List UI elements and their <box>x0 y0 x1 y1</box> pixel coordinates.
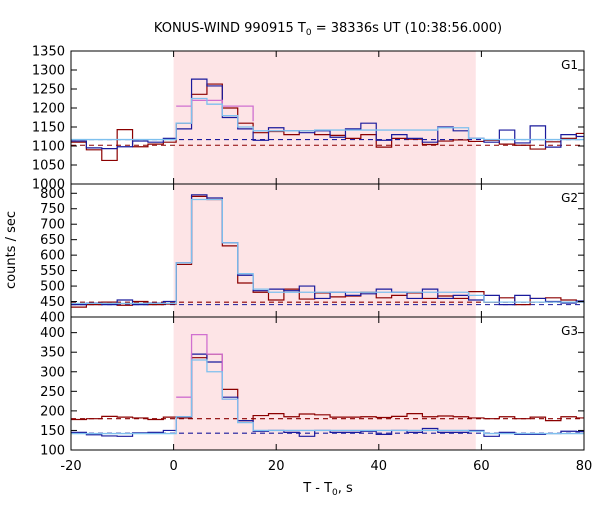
y-tick-label: 800 <box>40 187 65 202</box>
y-tick-label: 1000 <box>32 178 65 193</box>
x-axis-label: T - T0, s <box>302 481 353 498</box>
panel-frame <box>70 316 585 451</box>
panel-label-g3: G3 <box>561 324 578 338</box>
series-light_blue-g3 <box>71 359 584 435</box>
y-tick-label: 1250 <box>32 83 65 98</box>
x-tick-label: 80 <box>576 459 593 474</box>
y-tick-label: 400 <box>40 311 65 326</box>
y-tick-label: 1050 <box>32 159 65 174</box>
y-tick-label: 600 <box>40 249 65 264</box>
panel-label-g2: G2 <box>561 191 578 205</box>
series-light_blue-g1 <box>71 97 584 141</box>
y-tick-label: 700 <box>40 218 65 233</box>
y-tick-label: 450 <box>40 295 65 310</box>
series-light_blue-g2 <box>71 198 585 305</box>
x-tick-label: 40 <box>371 459 388 474</box>
y-tick-label: 350 <box>40 346 65 361</box>
y-tick-label: 750 <box>40 202 65 217</box>
x-tick-label: 0 <box>169 459 177 474</box>
chart-title: KONUS-WIND 990915 T0 = 38336s UT (10:38:… <box>154 21 502 38</box>
series-dark_red-g3 <box>71 353 584 422</box>
x-tick-label: 60 <box>473 459 490 474</box>
x-tick-label: -20 <box>60 459 81 474</box>
series-navy-g1 <box>71 78 584 150</box>
panel-g3: 100 150 200 250 300 350 400 G3 <box>40 316 585 459</box>
y-tick-label: 200 <box>40 404 65 419</box>
y-tick-label: 1350 <box>32 45 65 60</box>
y-tick-label: 1150 <box>32 121 65 136</box>
panel-label-g1: G1 <box>561 58 578 72</box>
y-tick-label: 1200 <box>32 102 65 117</box>
y-tick-label: 500 <box>40 280 65 295</box>
y-axis-label: counts / sec <box>4 211 19 289</box>
y-tick-label: 150 <box>40 424 65 439</box>
y-tick-label: 100 <box>40 444 65 459</box>
burst-interval-shade <box>173 51 476 450</box>
y-tick-label: 650 <box>40 233 65 248</box>
y-tick-label: 300 <box>40 365 65 380</box>
y-tick-label: 1300 <box>32 64 65 79</box>
x-tick-label: 20 <box>268 459 285 474</box>
plot-layer: 10001050110011501200125013001350G1400450… <box>32 45 592 475</box>
y-tick-label: 550 <box>40 264 65 279</box>
y-tick-label: 400 <box>40 326 65 341</box>
y-tick-label: 250 <box>40 385 65 400</box>
y-tick-label: 1100 <box>32 140 65 155</box>
panel-g1: 1000 1050 1100 1150 1200 1250 1300 1350 G1 <box>32 45 585 193</box>
